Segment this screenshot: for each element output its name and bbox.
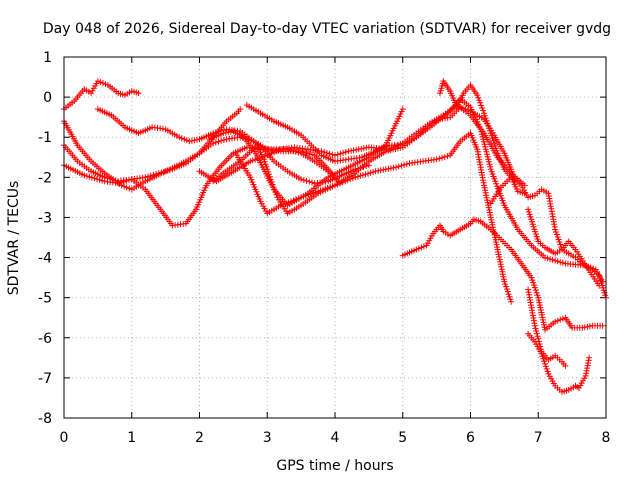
x-tick-label: 3: [263, 430, 272, 446]
x-tick-label: 8: [602, 430, 611, 446]
y-axis-label: SDTVAR / TECUs: [6, 181, 22, 296]
x-tick-label: 0: [60, 430, 69, 446]
x-axis-label: GPS time / hours: [276, 458, 393, 474]
data-series-markers: [525, 206, 606, 285]
data-series-markers: [437, 78, 528, 197]
y-tick-label: -2: [38, 170, 52, 186]
x-tick-label: 5: [398, 430, 407, 446]
y-tick-label: -4: [38, 251, 52, 267]
data-series-markers: [525, 330, 593, 395]
data-series-markers: [399, 216, 606, 333]
y-tick-label: -1: [38, 130, 52, 146]
y-tick-label: 1: [43, 50, 52, 66]
plot-frame: [63, 56, 607, 419]
x-tick-label: 2: [195, 430, 204, 446]
data-series-markers: [243, 102, 518, 185]
chart-title: Day 048 of 2026, Sidereal Day-to-day VTE…: [43, 21, 611, 37]
x-tick-label: 4: [331, 430, 340, 446]
x-tick-label: 6: [466, 430, 475, 446]
data-series: [61, 78, 609, 395]
tick-labels: 0 1 2 3 4 5 6 7 8 1 0 -1 -2 -3 -4 -5 -6 -7 -8: [38, 50, 610, 446]
y-tick-label: -5: [38, 291, 52, 307]
y-tick-label: 0: [43, 90, 52, 106]
y-tick-label: -3: [38, 210, 52, 226]
y-tick-label: -8: [38, 411, 52, 427]
x-tick-label: 7: [534, 430, 543, 446]
y-tick-label: -7: [38, 371, 52, 387]
y-tick-label: -6: [38, 331, 52, 347]
x-tick-label: 1: [127, 430, 136, 446]
